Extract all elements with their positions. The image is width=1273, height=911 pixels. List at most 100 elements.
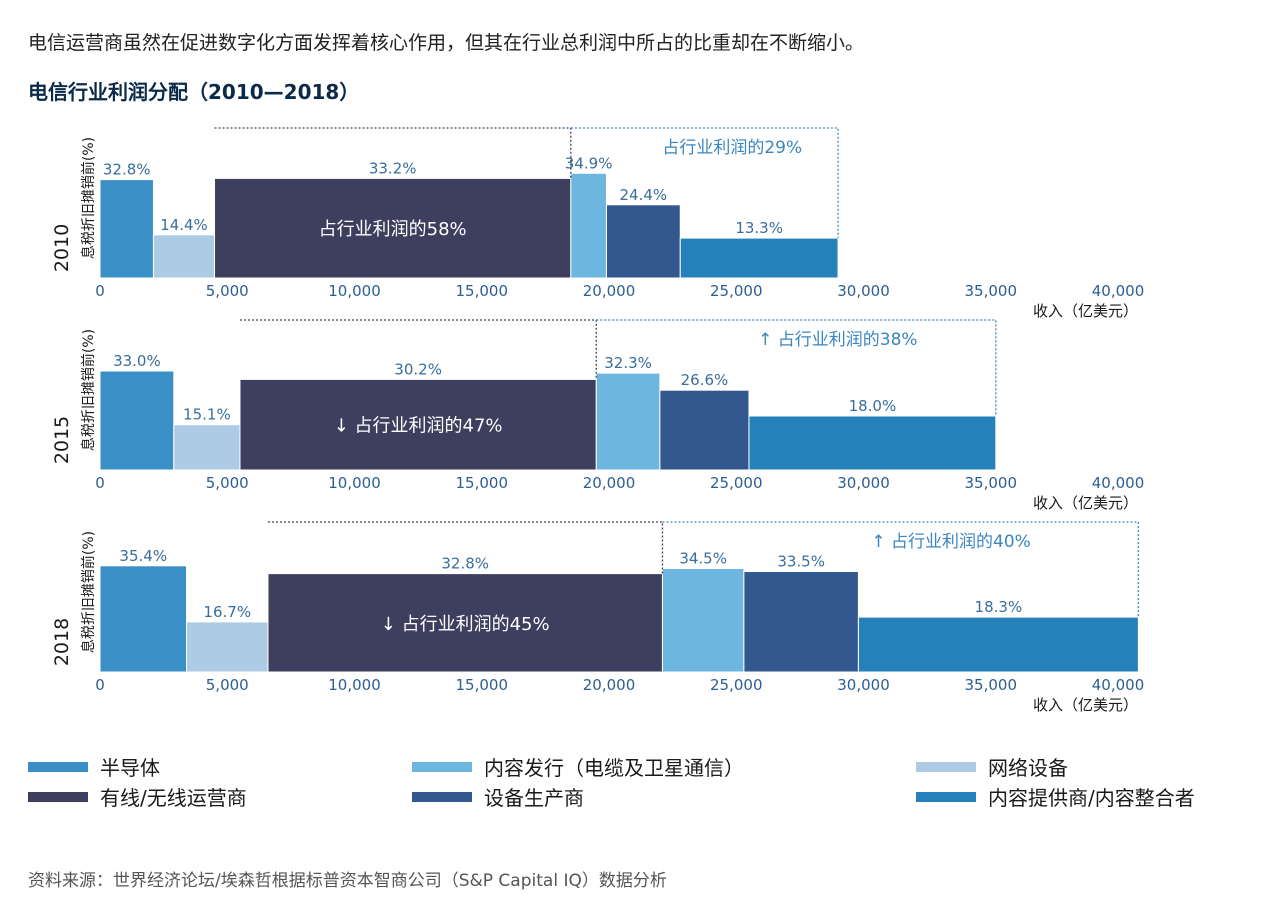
y-axis-label-2010: 息税折旧摊销前(%) bbox=[80, 137, 97, 259]
legend-item-operator: 有线/无线运营商 bbox=[28, 782, 247, 811]
x-tick-2015-25000: 25,000 bbox=[710, 474, 763, 492]
x-tick-2018-10000: 10,000 bbox=[328, 676, 381, 694]
content-share-2018: ↑ 占行业利润的40% bbox=[871, 532, 1030, 552]
legend-item-semiconductor: 半导体 bbox=[28, 752, 160, 781]
x-tick-2018-20000: 20,000 bbox=[583, 676, 636, 694]
x-tick-2015-0: 0 bbox=[95, 474, 105, 492]
bar-2018-content_provider bbox=[857, 616, 1139, 673]
x-tick-2010-10000: 10,000 bbox=[328, 282, 381, 300]
x-tick-2018-30000: 30,000 bbox=[837, 676, 890, 694]
legend-label-operator: 有线/无线运营商 bbox=[100, 786, 247, 810]
headline: 电信运营商虽然在促进数字化方面发挥着核心作用，但其在行业总利润中所占的比重却在不… bbox=[28, 32, 865, 54]
bar-label-2010-operator: 33.2% bbox=[369, 159, 417, 177]
bar-label-2015-operator: 30.2% bbox=[394, 360, 442, 378]
x-tick-2015-35000: 35,000 bbox=[965, 474, 1018, 492]
operator-bracket-2018 bbox=[267, 521, 664, 574]
bar-2010-content_dist bbox=[570, 172, 607, 279]
bar-label-2010-content_provider: 13.3% bbox=[735, 219, 783, 237]
content-bracket-2010 bbox=[570, 127, 839, 239]
x-tick-2015-5000: 5,000 bbox=[206, 474, 249, 492]
x-tick-2010-25000: 25,000 bbox=[710, 282, 763, 300]
bar-label-2010-semiconductor: 32.8% bbox=[103, 161, 151, 179]
bar-2015-equipment bbox=[659, 389, 750, 471]
x-tick-2018-35000: 35,000 bbox=[965, 676, 1018, 694]
legend-item-content_provider: 内容提供商/内容整合者 bbox=[916, 782, 1195, 811]
bar-label-2018-operator: 32.8% bbox=[441, 555, 489, 573]
legend: 半导体 内容发行（电缆及卫星通信） 网络设备有线/无线运营商 设备生产商 内容提供商/内… bbox=[0, 742, 1273, 812]
bar-2015-content_dist bbox=[595, 372, 661, 471]
bar-label-2015-network: 15.1% bbox=[183, 406, 231, 424]
x-tick-2010-5000: 5,000 bbox=[206, 282, 249, 300]
year-label-2018: 2018 bbox=[51, 618, 73, 666]
legend-item-content_dist: 内容发行（电缆及卫星通信） bbox=[412, 752, 744, 781]
x-tick-2018-0: 0 bbox=[95, 676, 105, 694]
y-axis-label-2015: 息税折旧摊销前(%) bbox=[80, 329, 97, 451]
x-tick-2015-30000: 30,000 bbox=[837, 474, 890, 492]
x-tick-2015-10000: 10,000 bbox=[328, 474, 381, 492]
legend-label-content_provider: 内容提供商/内容整合者 bbox=[988, 786, 1195, 810]
x-tick-2010-15000: 15,000 bbox=[456, 282, 509, 300]
x-tick-2015-20000: 20,000 bbox=[583, 474, 636, 492]
x-tick-2018-15000: 15,000 bbox=[456, 676, 509, 694]
legend-label-content_dist: 内容发行（电缆及卫星通信） bbox=[484, 756, 744, 780]
bar-label-2018-network: 16.7% bbox=[203, 603, 251, 621]
legend-swatch-content_dist bbox=[412, 761, 472, 772]
legend-swatch-network bbox=[916, 761, 976, 772]
bar-2010-semiconductor bbox=[99, 179, 154, 279]
legend-label-semiconductor: 半导体 bbox=[100, 756, 160, 780]
x-tick-2010-30000: 30,000 bbox=[837, 282, 890, 300]
source-note: 资料来源：世界经济论坛/埃森哲根据标普资本智商公司（S&P Capital IQ… bbox=[28, 871, 667, 891]
bar-2015-content_provider bbox=[748, 415, 997, 471]
legend-label-network: 网络设备 bbox=[988, 756, 1068, 780]
y-axis-label-2018: 息税折旧摊销前(%) bbox=[80, 531, 97, 653]
content-bracket-2015 bbox=[596, 319, 997, 416]
operator-share-2015: ↓ 占行业利润的47% bbox=[334, 416, 503, 437]
x-tick-2018-25000: 25,000 bbox=[710, 676, 763, 694]
legend-swatch-equipment bbox=[412, 791, 472, 802]
bar-label-2018-content_dist: 34.5% bbox=[679, 550, 727, 568]
operator-share-2010: 占行业利润的58% bbox=[319, 219, 467, 240]
x-tick-2010-20000: 20,000 bbox=[583, 282, 636, 300]
x-axis-label-2018: 收入（亿美元） bbox=[1033, 696, 1138, 714]
bar-2018-semiconductor bbox=[99, 565, 188, 673]
bar-2018-network bbox=[186, 621, 269, 673]
content-share-2010: 占行业利润的29% bbox=[662, 138, 802, 158]
bar-label-2015-content_provider: 18.0% bbox=[849, 397, 897, 415]
x-tick-2010-35000: 35,000 bbox=[965, 282, 1018, 300]
bar-2018-content_dist bbox=[661, 568, 745, 673]
marimekko-chart: 32.8% 14.4% 33.2% 34.9% 24.4% 13.3% 占行业利润的58% 占… bbox=[51, 127, 1145, 714]
bar-2015-network bbox=[173, 424, 241, 471]
x-tick-2018-40000: 40,000 bbox=[1092, 676, 1145, 694]
x-tick-2010-0: 0 bbox=[95, 282, 105, 300]
bar-2018-equipment bbox=[743, 571, 859, 673]
bar-label-2018-content_provider: 18.3% bbox=[975, 598, 1023, 616]
bar-label-2018-equipment: 33.5% bbox=[777, 553, 825, 571]
legend-item-network: 网络设备 bbox=[916, 752, 1068, 781]
x-axis-label-2010: 收入（亿美元） bbox=[1033, 302, 1138, 320]
legend-swatch-content_provider bbox=[916, 791, 976, 802]
x-tick-2018-5000: 5,000 bbox=[206, 676, 249, 694]
year-label-2010: 2010 bbox=[51, 224, 73, 272]
operator-share-2018: ↓ 占行业利润的45% bbox=[381, 614, 550, 635]
year-label-2015: 2015 bbox=[51, 416, 73, 464]
bar-2010-content_provider bbox=[679, 237, 839, 279]
bar-2010-equipment bbox=[605, 204, 681, 279]
x-tick-2015-15000: 15,000 bbox=[456, 474, 509, 492]
bar-label-2015-content_dist: 32.3% bbox=[604, 354, 652, 372]
legend-swatch-semiconductor bbox=[28, 761, 88, 772]
chart-title: 电信行业利润分配（2010—2018） bbox=[28, 80, 360, 104]
legend-item-equipment: 设备生产商 bbox=[412, 782, 584, 811]
x-tick-2015-40000: 40,000 bbox=[1092, 474, 1145, 492]
x-tick-2010-40000: 40,000 bbox=[1092, 282, 1145, 300]
bar-label-2015-equipment: 26.6% bbox=[681, 371, 729, 389]
bar-2010-operator bbox=[214, 177, 572, 279]
bar-label-2010-equipment: 24.4% bbox=[620, 186, 668, 204]
bar-2015-semiconductor bbox=[99, 370, 175, 471]
bar-label-2018-semiconductor: 35.4% bbox=[119, 547, 167, 565]
bar-2018-operator bbox=[267, 573, 663, 673]
legend-label-equipment: 设备生产商 bbox=[484, 786, 584, 810]
bar-2010-network bbox=[152, 234, 216, 279]
x-axis-label-2015: 收入（亿美元） bbox=[1033, 494, 1138, 512]
bar-label-2010-content_dist: 34.9% bbox=[565, 154, 613, 172]
bar-label-2015-semiconductor: 33.0% bbox=[113, 352, 161, 370]
